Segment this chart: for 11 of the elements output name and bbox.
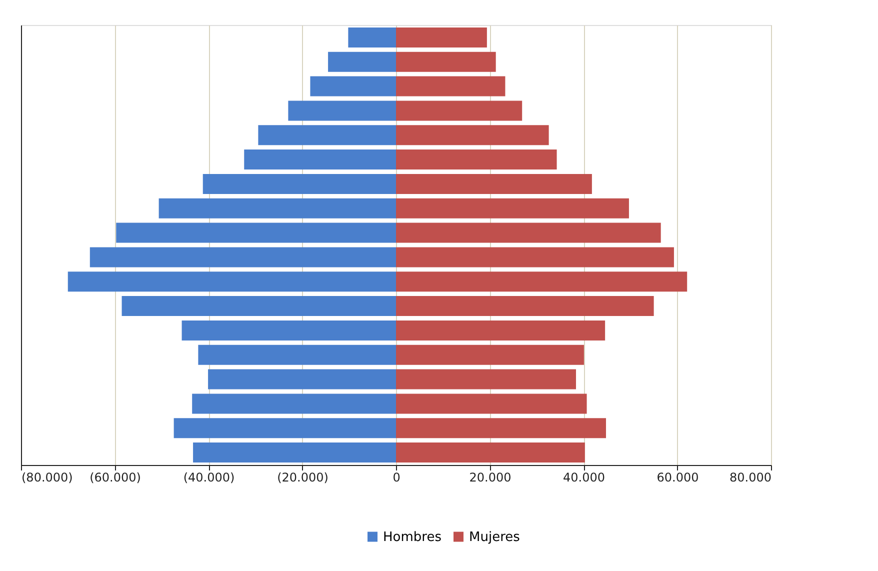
x-tick-label: 40.000 [563,470,605,484]
x-tick-label: (40.000) [183,470,235,484]
x-tick-label: (20.000) [277,470,328,484]
x-tick-label: 0 [392,470,400,484]
legend-label: Mujeres [469,530,520,545]
x-tick-label: 80.000 [730,470,772,484]
x-tick-label: (60.000) [90,470,141,484]
x-tick-label: 20.000 [469,470,512,484]
x-tick-label: (80.000) [22,470,73,484]
legend-label: Hombres [383,530,442,545]
x-tick-label: 60.000 [656,470,699,484]
